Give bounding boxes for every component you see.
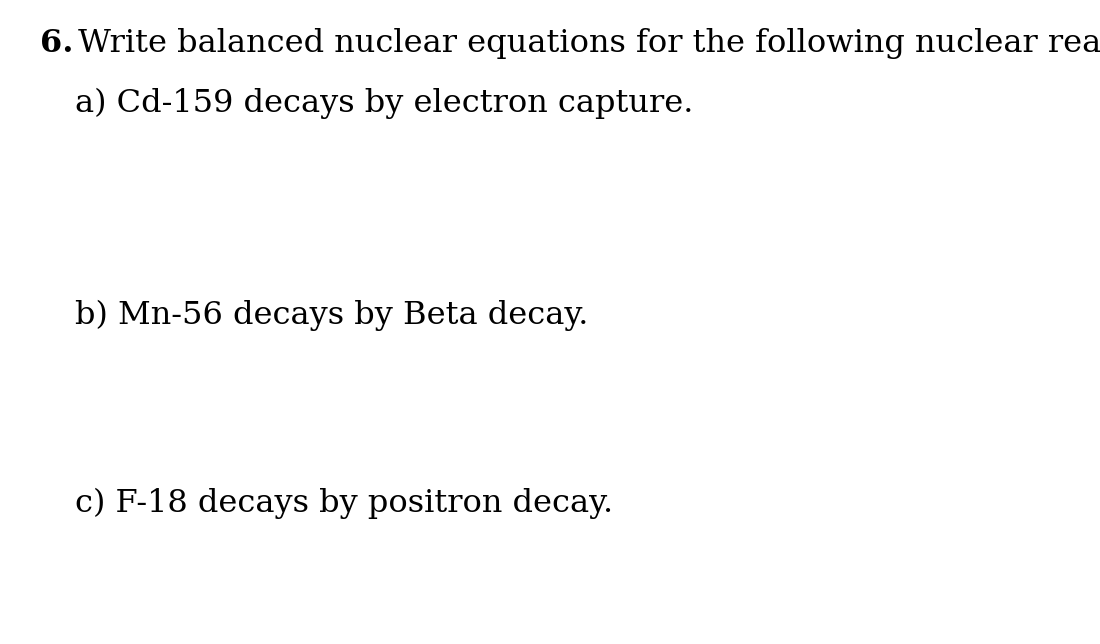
Text: b) Mn-56 decays by Beta decay.: b) Mn-56 decays by Beta decay. xyxy=(75,300,588,331)
Text: c) F-18 decays by positron decay.: c) F-18 decays by positron decay. xyxy=(75,488,613,519)
Text: 6.: 6. xyxy=(40,28,74,59)
Text: a) Cd-159 decays by electron capture.: a) Cd-159 decays by electron capture. xyxy=(75,88,693,119)
Text: Write balanced nuclear equations for the following nuclear reactions:: Write balanced nuclear equations for the… xyxy=(68,28,1100,59)
